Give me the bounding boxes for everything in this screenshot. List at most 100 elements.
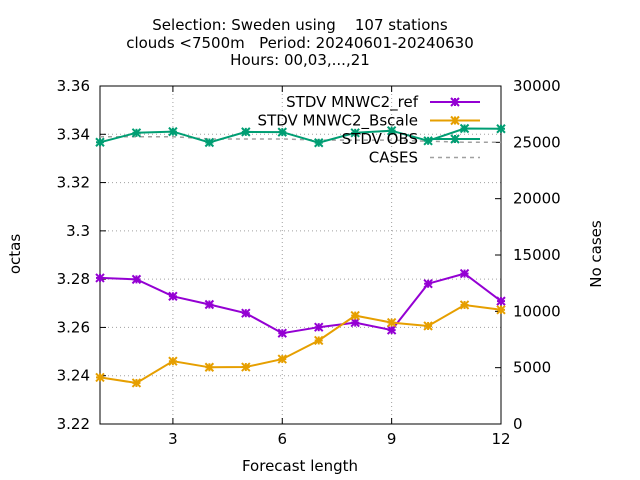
x-tick-label: 6 — [277, 430, 287, 448]
data-point — [204, 362, 215, 372]
marker-stroke — [131, 378, 142, 388]
marker-stroke — [496, 124, 506, 134]
marker-stroke — [450, 97, 460, 107]
data-point — [277, 127, 287, 137]
x-axis-label: Forecast length — [242, 457, 358, 475]
marker-stroke — [241, 308, 251, 318]
data-point — [131, 274, 142, 285]
marker-stroke — [131, 274, 142, 285]
y-tick-label: 3.3 — [66, 222, 90, 240]
marker-stroke — [277, 354, 287, 364]
marker-stroke — [168, 126, 178, 137]
marker-stroke — [350, 310, 360, 321]
data-point — [350, 310, 360, 321]
legend-label: STDV OBS — [342, 130, 418, 148]
y2-tick-label: 30000 — [513, 77, 561, 95]
marker-stroke — [450, 134, 460, 144]
title-line-3: Hours: 00,03,...,21 — [230, 51, 370, 69]
data-point — [496, 124, 506, 134]
marker-stroke — [241, 127, 251, 137]
legend-item: STDV MNWC2_ref — [286, 93, 480, 112]
series-layer — [95, 123, 506, 388]
plot-frame — [99, 85, 502, 425]
series-stdv-mnwc2-ref — [95, 268, 506, 338]
data-point — [450, 97, 460, 107]
y-tick-label: 3.28 — [57, 270, 90, 288]
data-point — [459, 123, 470, 134]
series-line — [100, 135, 501, 144]
data-point — [459, 300, 470, 310]
marker-stroke — [386, 125, 397, 136]
series-stdv-mnwc2-bscale — [95, 300, 506, 388]
marker-stroke — [496, 305, 506, 315]
series-line — [99, 272, 502, 335]
marker-stroke — [277, 328, 287, 338]
y-tick-label: 3.22 — [57, 415, 90, 433]
y2-tick-label: 15000 — [513, 246, 561, 264]
x-tick-label: 12 — [491, 430, 510, 448]
legend-item: STDV MNWC2_Bscale — [258, 112, 480, 131]
x-tick-label: 9 — [387, 430, 397, 448]
marker-stroke — [314, 322, 324, 332]
marker-stroke — [386, 325, 397, 335]
y2-axis-label: No cases — [587, 220, 605, 288]
marker-stroke — [350, 317, 360, 328]
marker-stroke — [95, 137, 105, 147]
legend-label: CASES — [369, 149, 418, 167]
data-point — [277, 328, 287, 338]
data-point — [241, 308, 251, 318]
data-point — [241, 362, 251, 372]
data-point — [496, 305, 506, 315]
marker-stroke — [95, 273, 105, 283]
series-line — [99, 303, 502, 385]
marker-stroke — [95, 372, 105, 383]
marker-stroke — [131, 128, 142, 138]
data-point — [314, 322, 324, 332]
data-point — [314, 138, 324, 148]
data-point — [314, 335, 324, 346]
legend-label: STDV MNWC2_Bscale — [258, 112, 418, 131]
y-tick-label: 3.24 — [57, 367, 90, 385]
data-point — [95, 273, 105, 283]
data-point — [350, 317, 360, 328]
marker-stroke — [277, 127, 287, 137]
marker-stroke — [459, 123, 470, 134]
marker-stroke — [204, 299, 215, 310]
marker-stroke — [204, 137, 215, 148]
title-line-2: clouds <7500m Period: 20240601-20240630 — [126, 34, 474, 52]
marker-stroke — [386, 317, 397, 328]
y2-tick-label: 5000 — [513, 359, 551, 377]
marker-stroke — [423, 321, 433, 331]
y-tick-label: 3.36 — [57, 77, 90, 95]
x-tick-label: 3 — [168, 430, 178, 448]
series-cases — [100, 135, 501, 144]
grid — [100, 86, 501, 424]
data-point — [386, 317, 397, 328]
data-point — [131, 128, 142, 138]
marker-stroke — [241, 362, 251, 372]
data-point — [496, 296, 506, 306]
marker-stroke — [168, 356, 178, 366]
marker-stroke — [204, 362, 215, 372]
y-tick-label: 3.32 — [57, 174, 90, 192]
axes: 3.22 3.24 3.26 3.28 3.3 3.32 3.34 3.36 0 5000 1000… — [57, 77, 561, 448]
data-point — [95, 372, 105, 383]
marker-stroke — [450, 115, 460, 126]
y-tick-label: 3.26 — [57, 318, 90, 336]
data-point — [450, 115, 460, 126]
data-point — [459, 268, 470, 279]
marker-stroke — [496, 296, 506, 306]
data-point — [350, 128, 360, 138]
data-point — [277, 354, 287, 364]
data-point — [95, 137, 105, 147]
data-point — [168, 356, 178, 366]
y2-tick-label: 0 — [513, 415, 523, 433]
data-point — [131, 378, 142, 388]
marker-stroke — [350, 128, 360, 138]
data-point — [450, 134, 460, 144]
data-point — [168, 126, 178, 137]
data-point — [386, 325, 397, 335]
marker-stroke — [423, 279, 433, 289]
